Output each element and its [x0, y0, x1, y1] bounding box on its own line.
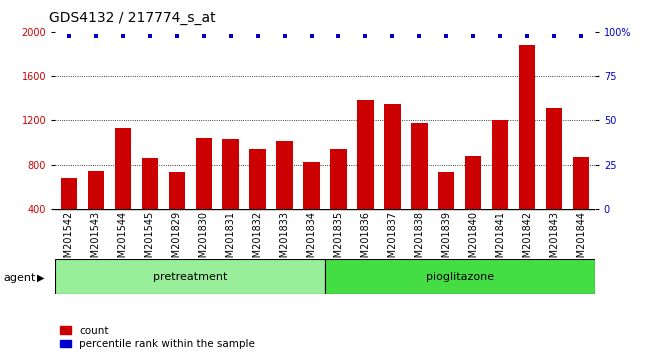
- Text: GSM201545: GSM201545: [145, 211, 155, 270]
- Text: GSM201841: GSM201841: [495, 211, 505, 270]
- Text: agent: agent: [3, 273, 36, 283]
- Bar: [573, 157, 590, 209]
- Text: GSM201834: GSM201834: [307, 211, 317, 270]
- Text: ▶: ▶: [36, 273, 44, 283]
- Text: GSM201843: GSM201843: [549, 211, 559, 270]
- Text: GSM201543: GSM201543: [91, 211, 101, 270]
- Bar: [142, 158, 158, 209]
- Text: GSM201842: GSM201842: [523, 211, 532, 270]
- Text: GDS4132 / 217774_s_at: GDS4132 / 217774_s_at: [49, 11, 215, 25]
- Bar: [546, 108, 562, 209]
- Bar: [114, 128, 131, 209]
- Bar: [325, 259, 595, 294]
- Bar: [250, 149, 266, 209]
- Text: GSM201542: GSM201542: [64, 211, 73, 270]
- Text: GSM201831: GSM201831: [226, 211, 235, 270]
- Text: pioglitazone: pioglitazone: [426, 272, 494, 282]
- Bar: [88, 171, 104, 209]
- Bar: [492, 120, 508, 209]
- Bar: [384, 104, 400, 209]
- Bar: [55, 259, 325, 294]
- Text: GSM201836: GSM201836: [361, 211, 370, 270]
- Bar: [411, 122, 428, 209]
- Bar: [196, 138, 212, 209]
- Bar: [168, 172, 185, 209]
- Text: GSM201837: GSM201837: [387, 211, 397, 270]
- Bar: [276, 141, 292, 209]
- Text: GSM201840: GSM201840: [469, 211, 478, 270]
- Bar: [222, 139, 239, 209]
- Text: GSM201835: GSM201835: [333, 211, 343, 270]
- Bar: [60, 178, 77, 209]
- Bar: [358, 101, 374, 209]
- Text: GSM201832: GSM201832: [253, 211, 263, 270]
- Legend: count, percentile rank within the sample: count, percentile rank within the sample: [60, 326, 255, 349]
- Text: GSM201833: GSM201833: [280, 211, 289, 270]
- Text: pretreatment: pretreatment: [153, 272, 228, 282]
- Text: GSM201839: GSM201839: [441, 211, 451, 270]
- Text: GSM201838: GSM201838: [415, 211, 424, 270]
- Bar: [330, 149, 346, 209]
- Text: GSM201830: GSM201830: [199, 211, 209, 270]
- Text: GSM201829: GSM201829: [172, 211, 181, 270]
- Bar: [465, 156, 482, 209]
- Bar: [519, 45, 536, 209]
- Bar: [438, 172, 454, 209]
- Text: GSM201844: GSM201844: [577, 211, 586, 270]
- Bar: [304, 162, 320, 209]
- Text: GSM201544: GSM201544: [118, 211, 127, 270]
